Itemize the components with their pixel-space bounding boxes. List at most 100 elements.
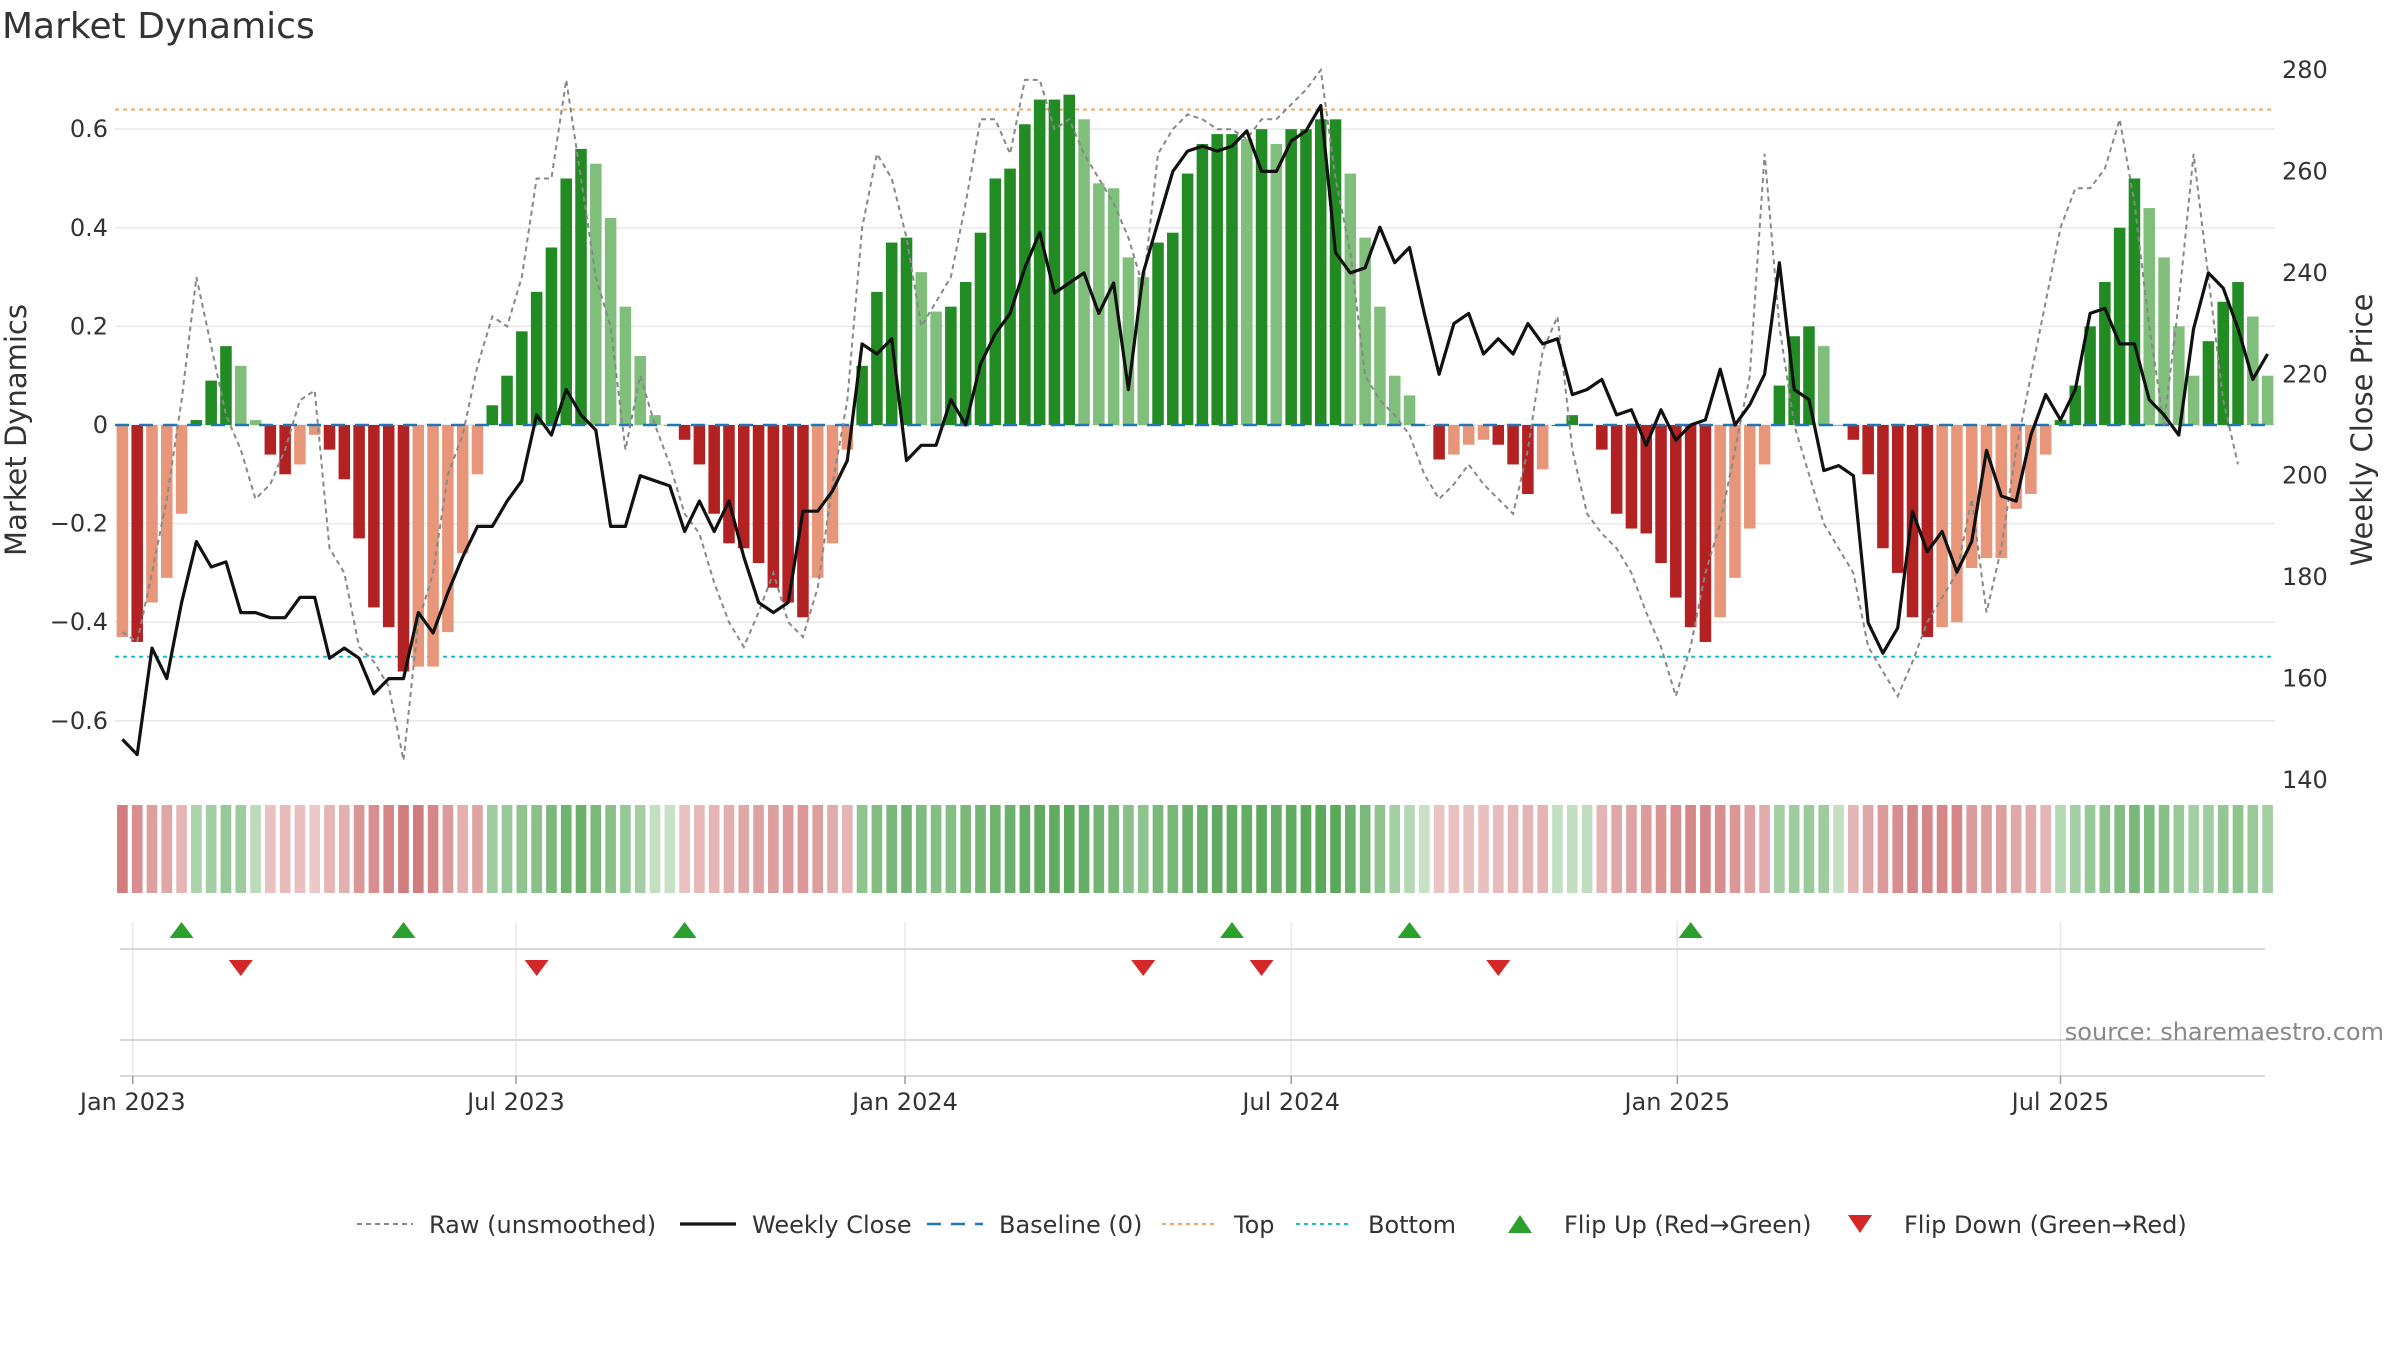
- flip-up-marker: [672, 922, 697, 938]
- dynamics-bar: [1891, 425, 1904, 573]
- dynamics-bar: [693, 425, 706, 465]
- dynamics-bar: [1033, 99, 1046, 425]
- strip-cell: [1404, 805, 1415, 893]
- legend-label: Baseline (0): [999, 1211, 1142, 1239]
- grid-lines: [115, 128, 2275, 1078]
- dynamics-bar: [264, 425, 277, 455]
- flip-down-marker: [1131, 960, 1156, 976]
- legend-label: Weekly Close: [752, 1211, 912, 1239]
- dynamics-bar: [1744, 425, 1756, 529]
- strip-cell: [1167, 805, 1179, 893]
- dynamics-bar: [797, 425, 809, 618]
- strip-cell: [1522, 805, 1534, 893]
- strip-cell: [442, 805, 454, 893]
- dynamics-bar: [1137, 277, 1149, 425]
- dynamics-bar: [560, 178, 573, 425]
- strip-cell: [1507, 805, 1519, 893]
- legend-item: Flip Down (Green→Red): [1848, 1211, 2187, 1239]
- strip-cell: [412, 805, 424, 893]
- legend-label: Raw (unsmoothed): [429, 1211, 656, 1239]
- strip-cell: [1907, 805, 1918, 893]
- strip-cell: [2173, 805, 2185, 893]
- dynamics-bar: [1063, 94, 1076, 426]
- dynamics-bar: [2054, 420, 2067, 425]
- source-label: source: sharemaestro.com: [2065, 1018, 2384, 1046]
- right-tick-label: 220: [2282, 360, 2328, 388]
- strip-cell: [560, 805, 572, 893]
- dynamics-bar: [2128, 178, 2141, 425]
- flip-up-marker: [1397, 922, 1422, 938]
- strip-cell: [368, 805, 380, 893]
- strip-cell: [2055, 805, 2066, 893]
- strip-cell: [2069, 805, 2081, 893]
- strip-cell: [1685, 805, 1696, 893]
- dynamics-bar: [1433, 425, 1445, 460]
- strip-cell: [531, 805, 542, 893]
- strip-cell: [649, 805, 661, 893]
- strip-cell: [842, 805, 853, 893]
- dynamics-bar: [1610, 425, 1623, 514]
- legend-item: Raw (unsmoothed): [357, 1211, 656, 1239]
- strip-cell: [1152, 805, 1164, 893]
- dynamics-bar: [1196, 143, 1209, 426]
- dynamics-bar: [619, 306, 632, 425]
- strip-cell: [1537, 805, 1548, 893]
- raw-unsmoothed-line: [121, 67, 2239, 761]
- strip-cell: [2232, 805, 2244, 893]
- dynamics-bar: [220, 346, 232, 425]
- legend-swatch: [1848, 1215, 1872, 1233]
- dynamics-bar: [308, 425, 321, 435]
- strip-cell: [2143, 805, 2155, 893]
- dynamics-bar: [427, 425, 439, 667]
- dynamics-bar: [323, 425, 336, 450]
- dynamics-bar: [989, 178, 1002, 425]
- strip-cell: [2129, 805, 2140, 893]
- strip-cell: [694, 805, 705, 893]
- strip-cell: [2217, 805, 2229, 893]
- legend-label: Flip Down (Green→Red): [1904, 1211, 2187, 1239]
- x-tick-label: Jan 2024: [850, 1088, 958, 1116]
- strip-cell: [901, 805, 912, 893]
- x-tick-label: Jul 2025: [2010, 1088, 2110, 1116]
- dynamics-bar: [2202, 341, 2215, 425]
- strip-cell: [1049, 805, 1060, 893]
- dynamics-bar: [131, 425, 143, 642]
- dynamics-bar: [486, 405, 499, 425]
- legend-label: Flip Up (Red→Green): [1564, 1211, 1812, 1239]
- dynamics-bar: [1536, 425, 1549, 470]
- dynamics-bar: [353, 425, 365, 539]
- dynamics-bar: [1817, 346, 1830, 425]
- strip-cell: [886, 805, 898, 893]
- dynamics-bar: [205, 380, 217, 425]
- strip-cell: [472, 805, 483, 893]
- flip-up-marker: [391, 922, 416, 938]
- strip-cell: [856, 805, 868, 893]
- strip-cell: [1611, 805, 1622, 893]
- dynamics-bar: [1255, 129, 1268, 425]
- dynamics-bar: [2113, 227, 2126, 425]
- strip-cell: [989, 805, 1001, 893]
- strip-cell: [131, 805, 143, 893]
- dynamics-bar: [1122, 257, 1135, 425]
- legend-item: Baseline (0): [927, 1211, 1142, 1239]
- dynamics-bar: [249, 420, 262, 425]
- strip-cell: [1034, 805, 1045, 893]
- strip-cell: [1241, 805, 1253, 893]
- strip-cell: [1995, 805, 2007, 893]
- dynamics-bar: [338, 425, 351, 480]
- x-tick-label: Jan 2025: [1622, 1088, 1730, 1116]
- strip-cell: [1655, 805, 1667, 893]
- left-tick-label: 0.4: [70, 214, 108, 242]
- strip-cell: [930, 805, 942, 893]
- strip-cell: [1285, 805, 1297, 893]
- strip-cell: [738, 805, 750, 893]
- dynamics-bar: [294, 425, 306, 465]
- dynamics-bar: [1862, 425, 1874, 475]
- right-tick-label: 140: [2282, 766, 2328, 794]
- strip-cell: [1877, 805, 1889, 893]
- dynamics-bar: [1773, 385, 1786, 425]
- strip-cell: [309, 805, 321, 893]
- dynamics-bar: [1684, 425, 1697, 628]
- dynamics-bar: [1152, 242, 1164, 425]
